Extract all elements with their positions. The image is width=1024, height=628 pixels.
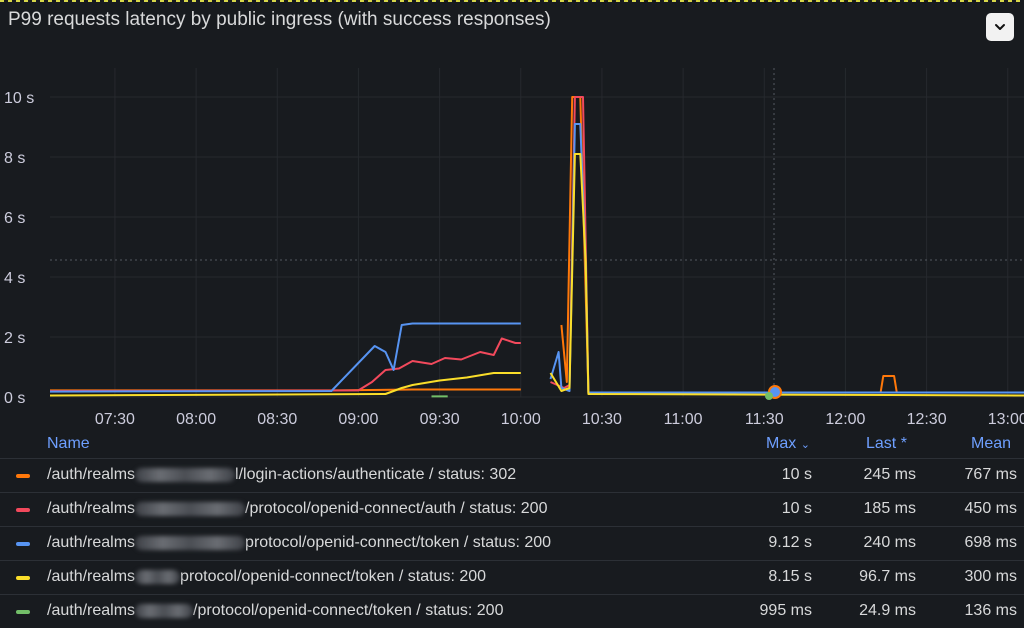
panel-menu-button[interactable] [986,13,1014,41]
redacted-realm [135,501,246,516]
series-line [49,322,521,393]
legend-last-value: 185 ms [863,500,916,517]
y-tick-label: 2 s [4,330,25,347]
legend-mean-value: 698 ms [964,534,1017,551]
legend-row[interactable]: /auth/realms protocol/openid-connect/toke… [0,526,1024,560]
legend-header-name[interactable]: Name [47,435,90,452]
legend-last-value: 24.9 ms [859,602,916,619]
x-tick-label: 07:30 [95,411,135,428]
y-tick-label: 10 s [4,90,34,107]
legend-header-max-label: Max [766,435,797,452]
legend-max-value: 9.12 s [768,534,812,551]
legend-header: Name Max ⌄ Last * Mean [0,430,1024,458]
legend-series-name[interactable]: /auth/realms/protocol/openid-connect/aut… [47,500,547,518]
legend-table: Name Max ⌄ Last * Mean /auth/realms l/log… [0,430,1024,628]
series-name-suffix: protocol/openid-connect/token / status: … [245,534,552,551]
x-tick-label: 08:30 [257,411,297,428]
panel-title: P99 requests latency by public ingress (… [8,9,551,30]
legend-row[interactable]: /auth/realms protocol/openid-connect/toke… [0,560,1024,594]
legend-series-name[interactable]: /auth/realms protocol/openid-connect/toke… [47,534,551,552]
x-tick-label: 10:00 [501,411,541,428]
series-name-prefix: /auth/realms [47,568,136,585]
redacted-realm [135,467,236,482]
legend-mean-value: 450 ms [964,500,1017,517]
series-color-swatch [16,576,30,580]
legend-last-value: 96.7 ms [859,568,916,585]
chevron-down-icon [995,24,1005,30]
x-tick-label: 11:00 [664,411,703,428]
legend-max-value: 10 s [781,500,812,517]
series-name-suffix: /protocol/openid-connect/auth / status: … [245,500,548,517]
x-tick-label: 11:30 [745,411,784,428]
x-tick-label: 12:30 [907,411,947,428]
legend-series-name[interactable]: /auth/realms protocol/openid-connect/toke… [47,568,486,586]
legend-header-max[interactable]: Max ⌄ [766,435,810,453]
legend-last-value: 245 ms [863,466,916,483]
series-line [549,123,1024,394]
redacted-realm [135,603,194,618]
series-name-suffix: /protocol/openid-connect/token / status:… [193,602,504,619]
series-line [550,96,1024,394]
series-name-prefix: /auth/realms [47,500,136,517]
series-name-prefix: /auth/realms [47,466,136,483]
legend-max-value: 995 ms [759,602,812,619]
x-tick-label: 09:30 [420,411,460,428]
series-color-swatch [16,474,30,478]
y-tick-label: 0 s [4,390,25,407]
series-color-swatch [16,508,30,512]
legend-max-value: 8.15 s [768,568,812,585]
series-name-suffix: protocol/openid-connect/token / status: … [180,568,487,585]
series-name-prefix: /auth/realms [47,534,136,551]
legend-row[interactable]: /auth/realms l/login-actions/authenticate… [0,458,1024,492]
series-line [49,372,521,397]
legend-header-last[interactable]: Last * [866,435,907,452]
series-name-prefix: /auth/realms [47,602,136,619]
y-tick-label: 6 s [4,210,25,227]
latency-chart[interactable]: 07:30 08:00 08:30 09:00 09:30 10:00 10:30 11:00… [0,60,1024,430]
y-tick-label: 8 s [4,150,25,167]
legend-row[interactable]: /auth/realms/protocol/openid-connect/aut… [0,492,1024,526]
x-tick-label: 09:00 [338,411,378,428]
series-color-swatch [16,610,30,614]
x-tick-label: 08:00 [176,411,216,428]
y-tick-label: 4 s [4,270,25,287]
series-color-swatch [16,542,30,546]
legend-series-name[interactable]: /auth/realms l/login-actions/authenticate… [47,466,516,484]
x-tick-label: 12:00 [825,411,865,428]
legend-header-mean[interactable]: Mean [971,435,1012,452]
x-tick-label: 13:00 [988,411,1024,428]
legend-mean-value: 136 ms [964,602,1017,619]
legend-mean-value: 300 ms [964,568,1017,585]
legend-last-value: 240 ms [863,534,916,551]
sort-desc-icon: ⌄ [800,439,810,451]
hover-point-marker [765,392,773,400]
redacted-realm [135,569,181,584]
legend-mean-value: 767 ms [964,466,1017,483]
legend-series-name[interactable]: /auth/realms/protocol/openid-connect/tok… [47,602,503,620]
series-name-suffix: l/login-actions/authenticate / status: 3… [235,466,517,483]
redacted-realm [135,535,246,550]
panel-top-border [0,0,1024,2]
legend-row[interactable]: /auth/realms/protocol/openid-connect/tok… [0,594,1024,628]
series-line [549,153,1024,397]
series-line [49,337,521,392]
legend-max-value: 10 s [781,466,812,483]
x-tick-label: 10:30 [582,411,622,428]
series-line [560,96,1024,394]
